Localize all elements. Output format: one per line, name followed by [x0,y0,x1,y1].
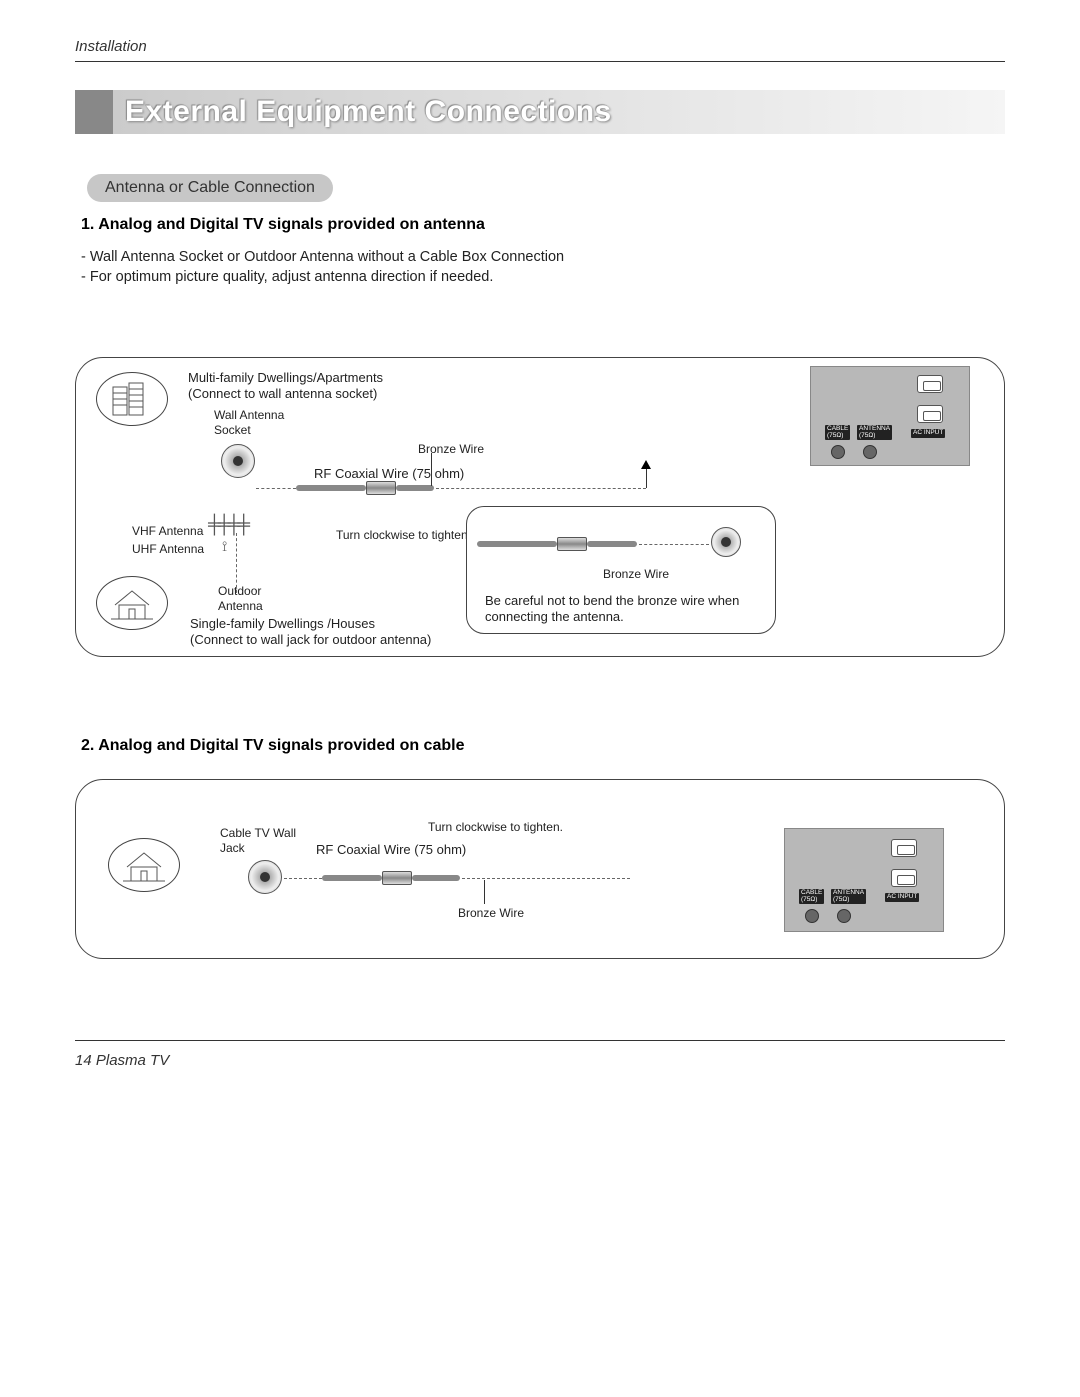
arrow-up-icon [641,460,651,469]
coax-port-icon [831,445,845,459]
label-single-family: Single-family Dwellings /Houses (Connect… [190,616,431,649]
connector-icon [557,537,587,551]
wire-dashed [284,878,322,879]
coax-port-icon [863,445,877,459]
label-cable-wall-jack: Cable TV Wall Jack [220,826,296,856]
inset-box: Bronze Wire Be careful not to bend the b… [466,506,776,634]
port-label-ac: AC INPUT [911,429,945,438]
label-turn-clockwise: Turn clockwise to tighten. [336,528,471,543]
page-content: Installation External Equipment Connecti… [75,38,1005,959]
label-uhf: UHF Antenna [132,542,204,557]
wall-jack-icon [221,444,255,478]
leader-line [431,453,432,486]
bullet-item: For optimum picture quality, adjust ante… [81,268,1005,288]
cable-icon [296,485,366,491]
label-bronze-wire: Bronze Wire [418,442,484,457]
footer-text: 14 Plasma TV [75,1052,169,1069]
svideo-port-icon [917,375,943,393]
wire-dashed [639,544,709,545]
title-bar: External Equipment Connections [75,90,1005,134]
port-label-cable: CABLE (75Ω) [799,889,824,904]
label-rf-coaxial: RF Coaxial Wire (75 ohm) [314,466,464,482]
label-multi-family: Multi-family Dwellings/Apartments (Conne… [188,370,383,403]
house-icon [96,576,168,630]
leader-line [484,880,485,904]
label-outdoor-antenna: Outdoor Antenna [218,584,263,614]
wire-dashed [256,488,296,489]
port-label-ac: AC INPUT [885,893,919,902]
cable-icon [412,875,460,881]
connector-icon [382,871,412,885]
cable-icon [322,875,382,881]
label-turn-clockwise: Turn clockwise to tighten. [428,820,563,835]
label-vhf: VHF Antenna [132,524,203,539]
wire-vertical [646,468,647,488]
vhf-antenna-icon: ╪╪╪╪ [208,514,247,535]
apartment-icon [96,372,168,426]
cable-icon [587,541,637,547]
port-label-antenna: ANTENNA (75Ω) [857,425,892,440]
wire-dashed [462,878,630,879]
coax-jack-icon [711,527,741,557]
heading-2: 2. Analog and Digital TV signals provide… [81,737,1005,755]
label-caution: Be careful not to bend the bronze wire w… [485,593,765,626]
port-label-cable: CABLE (75Ω) [825,425,850,440]
title-accent [75,90,113,134]
ac-port-icon [891,869,917,887]
subsection-pill: Antenna or Cable Connection [87,174,333,202]
footer-rule [75,1040,1005,1041]
diagram-antenna: Multi-family Dwellings/Apartments (Conne… [75,357,1005,657]
uhf-antenna-icon: ⟟ [222,538,227,555]
port-label-antenna: ANTENNA (75Ω) [831,889,866,904]
cable-icon [477,541,557,547]
section-header: Installation [75,38,1005,55]
cable-icon [396,485,434,491]
diagram-cable: Cable TV Wall Jack Turn clockwise to tig… [75,779,1005,959]
wire-dashed [436,488,646,489]
label-rf-coaxial: RF Coaxial Wire (75 ohm) [316,842,466,858]
label-bronze-wire: Bronze Wire [458,906,524,921]
heading-1: 1. Analog and Digital TV signals provide… [81,216,1005,234]
house-icon [108,838,180,892]
bullet-list-1: Wall Antenna Socket or Outdoor Antenna w… [81,248,1005,287]
connector-icon [366,481,396,495]
label-wall-antenna-socket: Wall Antenna Socket [214,408,284,438]
tv-rear-panel: CABLE (75Ω) ANTENNA (75Ω) AC INPUT [810,366,970,466]
page-title: External Equipment Connections [125,95,612,129]
header-rule [75,61,1005,62]
tv-rear-panel: CABLE (75Ω) ANTENNA (75Ω) AC INPUT [784,828,944,932]
coax-port-icon [805,909,819,923]
wall-jack-icon [248,860,282,894]
svideo-port-icon [891,839,917,857]
label-bronze-wire: Bronze Wire [603,567,669,582]
bullet-item: Wall Antenna Socket or Outdoor Antenna w… [81,248,1005,268]
coax-port-icon [837,909,851,923]
ac-port-icon [917,405,943,423]
